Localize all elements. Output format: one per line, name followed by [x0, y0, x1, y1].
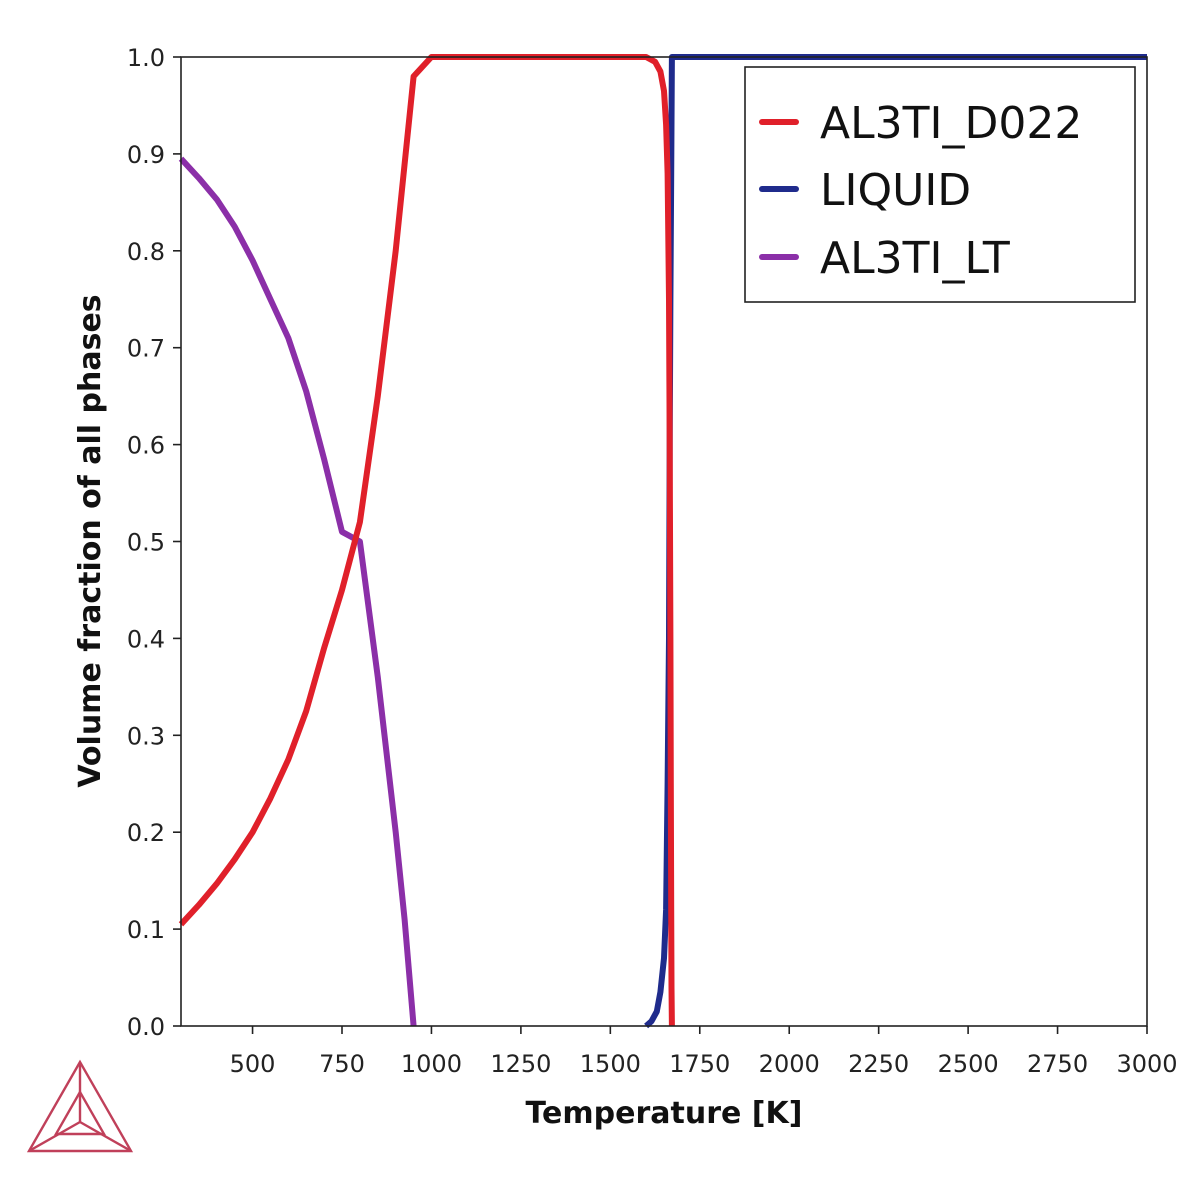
y-tick-label: 0.2: [127, 819, 165, 847]
legend: AL3TI_D022 LIQUID AL3TI_LT: [744, 66, 1136, 303]
y-tick-label: 0.0: [127, 1013, 165, 1041]
logo-line: [79, 1120, 132, 1153]
legend-label-al3ti-d022: AL3TI_D022: [820, 98, 1082, 149]
x-tick-label: 2000: [759, 1050, 820, 1078]
y-tick-label: 0.9: [127, 141, 165, 169]
legend-box: [744, 66, 1136, 303]
x-tick-label: 2500: [938, 1050, 999, 1078]
x-tick-label: 1750: [669, 1050, 730, 1078]
x-tick-label: 1000: [401, 1050, 462, 1078]
y-tick-label: 0.1: [127, 916, 165, 944]
logo-line: [28, 1120, 81, 1153]
x-tick-label: 500: [230, 1050, 276, 1078]
x-tick-label: 2250: [848, 1050, 909, 1078]
x-tick-label: 3000: [1116, 1050, 1177, 1078]
y-tick-label: 0.4: [127, 625, 165, 653]
y-tick-label: 0.6: [127, 432, 165, 460]
y-axis-title: Volume fraction of all phases: [73, 294, 108, 787]
series-line-al3ti-lt: [178, 156, 417, 1027]
legend-label-al3ti-lt: AL3TI_LT: [820, 233, 1010, 284]
legend-label-liquid: LIQUID: [820, 165, 971, 216]
x-tick-label: 750: [319, 1050, 365, 1078]
y-tick-label: 0.3: [127, 722, 165, 750]
logo-outer-triangle: [26, 1059, 134, 1153]
y-tick-label: 0.7: [127, 335, 165, 363]
y-tick-label: 0.5: [127, 529, 165, 557]
x-tick-label: 1250: [490, 1050, 551, 1078]
plot-frame: [180, 56, 1148, 1027]
axes: 500 750 1000 1250 1500 1750 2000 2250 2500 2750 30…: [127, 44, 1178, 1078]
x-tick-label: 2750: [1027, 1050, 1088, 1078]
x-axis-title: Temperature [K]: [526, 1096, 803, 1131]
y-tick-label: 1.0: [127, 44, 165, 72]
logo-inner-triangle: [53, 1089, 107, 1136]
y-tick-label: 0.8: [127, 238, 165, 266]
thermo-calc-triangle-logo: [26, 1059, 134, 1153]
x-tick-label: 1500: [580, 1050, 641, 1078]
